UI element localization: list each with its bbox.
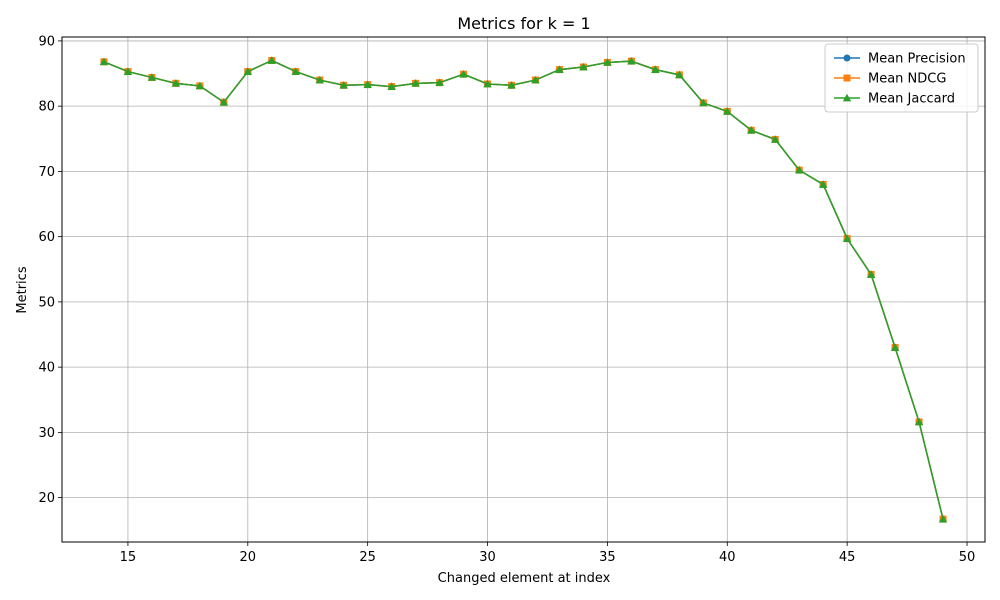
x-axis-label: Changed element at index: [438, 571, 611, 586]
y-tick-label: 90: [38, 34, 55, 49]
data-point: [459, 69, 468, 78]
series-mean-jaccard: [99, 56, 948, 523]
data-point: [267, 56, 276, 64]
legend-marker: [843, 54, 851, 62]
series-line: [103, 59, 944, 520]
data-point: [795, 165, 804, 174]
series-mean-ndcg: [100, 56, 947, 523]
data-point: [219, 98, 229, 106]
legend-item: Mean Precision: [834, 52, 966, 67]
y-tick-label: 80: [38, 100, 55, 115]
x-tick-label: 35: [599, 550, 616, 565]
data-point: [603, 58, 612, 66]
data-point: [483, 79, 492, 88]
data-point: [435, 78, 444, 87]
data-point: [99, 57, 109, 66]
legend-item: Mean NDCG: [834, 72, 946, 87]
data-point: [363, 80, 372, 88]
data-point: [651, 65, 660, 73]
data-point: [890, 343, 900, 351]
legend-item: Mean Jaccard: [834, 92, 955, 107]
grid-lines: [62, 37, 985, 542]
legend-label: Mean Precision: [868, 52, 966, 67]
data-point: [507, 81, 516, 89]
axis-ticks: 15 20 25 30 35 40 45 50 20 30 40 50 60 70 80 90: [38, 34, 975, 565]
data-point: [123, 67, 133, 75]
data-point: [387, 82, 396, 90]
data-point: [675, 70, 684, 79]
data-point: [243, 67, 252, 75]
data-point: [315, 75, 324, 84]
x-tick-label: 20: [240, 550, 257, 565]
data-point: [411, 79, 420, 87]
data-point: [147, 73, 157, 81]
legend-label: Mean NDCG: [868, 72, 946, 87]
data-point: [818, 180, 828, 188]
series-line: [103, 59, 944, 520]
data-point: [723, 107, 732, 115]
data-point: [531, 75, 540, 84]
x-tick-label: 25: [359, 550, 376, 565]
legend-label: Mean Jaccard: [868, 92, 955, 107]
series-line: [103, 59, 944, 520]
plot-frame: [61, 36, 986, 543]
y-tick-label: 60: [38, 230, 55, 245]
chart-title: Metrics for k = 1: [457, 14, 590, 33]
y-tick-label: 30: [38, 426, 55, 441]
data-point: [747, 126, 756, 134]
y-tick-label: 70: [38, 165, 55, 180]
data-point: [771, 135, 780, 143]
data-point: [171, 79, 181, 87]
data-point: [866, 270, 876, 278]
data-point: [627, 56, 636, 65]
y-axis-label: Metrics: [15, 266, 30, 313]
data-point: [699, 98, 708, 107]
x-tick-label: 40: [719, 550, 736, 565]
y-tick-label: 20: [38, 491, 55, 506]
legend: Mean Precision Mean NDCG Mean Jaccard: [824, 43, 979, 113]
series-group: [99, 56, 948, 523]
x-tick-label: 15: [120, 550, 137, 565]
data-point: [555, 65, 564, 73]
data-point: [291, 67, 300, 75]
series-mean-precision: [100, 56, 947, 523]
data-point: [195, 81, 205, 90]
data-point: [938, 514, 948, 523]
data-point: [914, 417, 924, 426]
data-point: [339, 81, 348, 89]
x-tick-label: 50: [959, 550, 976, 565]
y-tick-label: 50: [38, 295, 55, 310]
legend-marker: [843, 74, 851, 82]
x-tick-label: 45: [839, 550, 856, 565]
data-point: [842, 234, 852, 242]
y-tick-label: 40: [38, 361, 55, 376]
x-tick-label: 30: [479, 550, 496, 565]
legend-marker: [842, 93, 852, 102]
legend-box: [824, 43, 979, 113]
data-point: [579, 62, 588, 71]
